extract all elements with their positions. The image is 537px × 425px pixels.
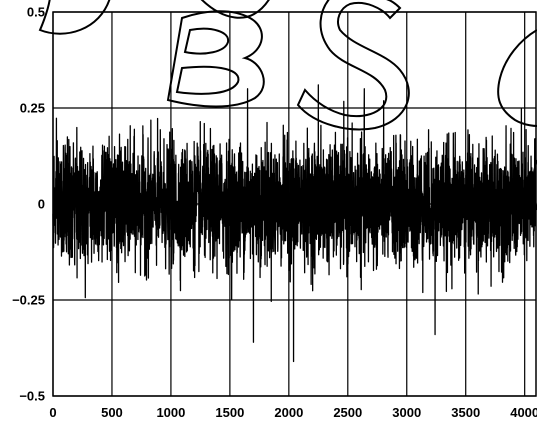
- x-tick-label: 1500: [215, 405, 244, 420]
- x-axis-ticks: 0 500 1000 1500 2000 2500 3000 3500 4000: [49, 405, 537, 420]
- x-tick-label: 2500: [333, 405, 362, 420]
- x-tick-label: 3500: [451, 405, 480, 420]
- plot-frame: [52, 11, 537, 397]
- y-tick-label: 0.5: [27, 5, 45, 20]
- y-tick-label: 0: [38, 197, 45, 212]
- y-axis-ticks: 0.5 0.25 0 −0.25 −0.5: [12, 5, 45, 404]
- x-tick-label: 0: [49, 405, 56, 420]
- y-tick-label: −0.5: [19, 389, 45, 404]
- signal-series: [52, 84, 537, 363]
- x-tick-label: 4000: [510, 405, 537, 420]
- signal-line: [52, 84, 537, 363]
- x-tick-label: 1000: [156, 405, 185, 420]
- x-tick-label: 500: [101, 405, 123, 420]
- x-tick-label: 2000: [274, 405, 303, 420]
- y-tick-label: −0.25: [12, 293, 45, 308]
- x-tick-label: 3000: [392, 405, 421, 420]
- y-tick-label: 0.25: [20, 101, 45, 116]
